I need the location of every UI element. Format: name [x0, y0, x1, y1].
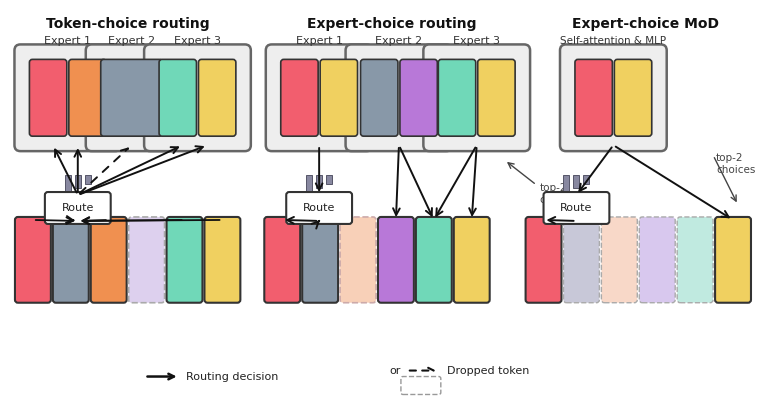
FancyBboxPatch shape — [439, 60, 476, 136]
FancyBboxPatch shape — [303, 217, 338, 303]
Text: Expert 1: Expert 1 — [44, 36, 92, 47]
FancyBboxPatch shape — [128, 217, 164, 303]
Text: Expert-choice routing: Expert-choice routing — [307, 17, 477, 32]
Text: top-2
choices: top-2 choices — [716, 153, 756, 175]
FancyBboxPatch shape — [264, 217, 300, 303]
FancyBboxPatch shape — [400, 60, 437, 136]
FancyBboxPatch shape — [15, 217, 51, 303]
FancyBboxPatch shape — [266, 45, 373, 151]
FancyBboxPatch shape — [340, 217, 376, 303]
FancyBboxPatch shape — [280, 60, 318, 136]
Text: Token-choice routing: Token-choice routing — [46, 17, 209, 32]
Text: Dropped token: Dropped token — [447, 366, 529, 375]
FancyBboxPatch shape — [543, 192, 610, 224]
FancyBboxPatch shape — [91, 217, 127, 303]
Bar — [326, 175, 332, 184]
FancyBboxPatch shape — [454, 217, 490, 303]
Bar — [75, 175, 81, 188]
FancyBboxPatch shape — [205, 217, 241, 303]
Text: Expert 2: Expert 2 — [375, 36, 422, 47]
FancyBboxPatch shape — [69, 60, 106, 136]
FancyBboxPatch shape — [614, 60, 652, 136]
Text: Route: Route — [560, 203, 593, 213]
FancyBboxPatch shape — [45, 192, 111, 224]
FancyBboxPatch shape — [677, 217, 713, 303]
Text: or: or — [389, 366, 400, 375]
Text: Expert 1: Expert 1 — [296, 36, 342, 47]
FancyBboxPatch shape — [286, 192, 352, 224]
Bar — [306, 175, 312, 193]
Text: top-2
choices: top-2 choices — [539, 183, 579, 205]
Text: Self-attention & MLP: Self-attention & MLP — [560, 36, 666, 47]
FancyBboxPatch shape — [361, 60, 398, 136]
Text: Expert 3: Expert 3 — [174, 36, 221, 47]
FancyBboxPatch shape — [15, 45, 121, 151]
FancyBboxPatch shape — [159, 60, 196, 136]
FancyBboxPatch shape — [564, 217, 600, 303]
FancyBboxPatch shape — [86, 45, 177, 151]
FancyBboxPatch shape — [320, 60, 358, 136]
Text: Expert-choice MoD: Expert-choice MoD — [571, 17, 719, 32]
FancyBboxPatch shape — [478, 60, 515, 136]
FancyBboxPatch shape — [30, 60, 66, 136]
FancyBboxPatch shape — [715, 217, 751, 303]
FancyBboxPatch shape — [378, 217, 414, 303]
Bar — [85, 175, 91, 184]
Bar — [574, 175, 579, 188]
FancyBboxPatch shape — [345, 45, 452, 151]
FancyBboxPatch shape — [639, 217, 675, 303]
FancyBboxPatch shape — [601, 217, 637, 303]
FancyBboxPatch shape — [526, 217, 562, 303]
Bar — [316, 175, 322, 188]
Bar — [564, 175, 569, 193]
Bar — [65, 175, 71, 193]
FancyBboxPatch shape — [53, 217, 89, 303]
FancyBboxPatch shape — [423, 45, 530, 151]
Text: Expert 3: Expert 3 — [453, 36, 500, 47]
Text: Routing decision: Routing decision — [186, 371, 279, 382]
FancyBboxPatch shape — [199, 60, 236, 136]
Text: Route: Route — [303, 203, 335, 213]
FancyBboxPatch shape — [144, 45, 251, 151]
FancyBboxPatch shape — [560, 45, 667, 151]
FancyBboxPatch shape — [416, 217, 452, 303]
Text: Route: Route — [62, 203, 94, 213]
Bar — [584, 175, 589, 184]
Text: Expert 2: Expert 2 — [108, 36, 155, 47]
FancyBboxPatch shape — [101, 60, 163, 136]
FancyBboxPatch shape — [401, 377, 441, 394]
FancyBboxPatch shape — [167, 217, 202, 303]
FancyBboxPatch shape — [575, 60, 613, 136]
